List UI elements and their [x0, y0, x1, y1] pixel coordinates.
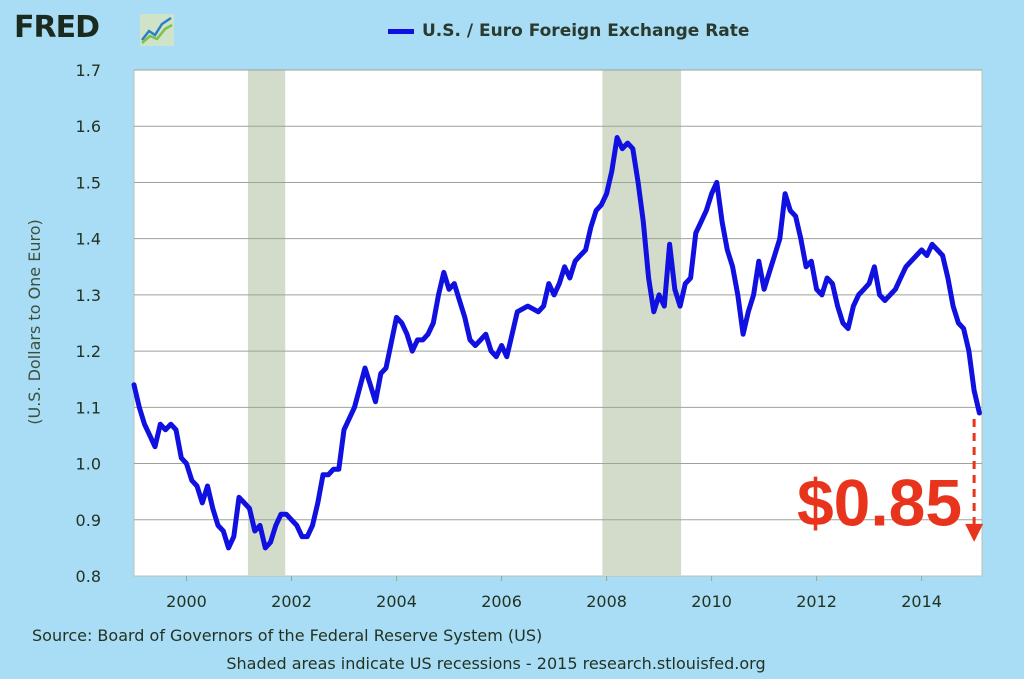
x-tick-label: 2000 [166, 592, 207, 611]
y-tick-label: 0.8 [76, 567, 101, 586]
legend-label: U.S. / Euro Foreign Exchange Rate [422, 21, 750, 41]
y-tick-label: 0.9 [76, 511, 101, 530]
source-note: Source: Board of Governors of the Federa… [32, 626, 543, 645]
y-tick-label: 1.3 [76, 286, 101, 305]
y-tick-label: 1.1 [76, 398, 101, 417]
y-tick-label: 1.7 [76, 61, 101, 80]
line-chart-icon [140, 14, 174, 46]
series-line [131, 135, 982, 551]
y-tick-label: 1.2 [76, 342, 101, 361]
x-tick-label: 2012 [796, 592, 837, 611]
recession-note: Shaded areas indicate US recessions - 20… [226, 654, 766, 673]
recession-band [247, 70, 286, 576]
x-tick-label: 2004 [376, 592, 417, 611]
x-tick-label: 2008 [586, 592, 627, 611]
y-axis-label: (U.S. Dollars to One Euro) [25, 219, 44, 425]
x-tick-label: 2002 [271, 592, 312, 611]
y-tick-label: 1.4 [76, 230, 101, 249]
x-tick-label: 2014 [901, 592, 942, 611]
chart-legend: U.S. / Euro Foreign Exchange Rate [388, 19, 749, 43]
legend-swatch [388, 28, 414, 34]
annotation-label: $0.85 [797, 465, 962, 539]
x-tick-label: 2010 [691, 592, 732, 611]
annotation-arrowhead [965, 523, 984, 542]
x-tick-label: 2006 [481, 592, 522, 611]
y-tick-label: 1.6 [76, 117, 101, 136]
y-tick-label: 1.0 [76, 455, 101, 474]
y-tick-label: 1.5 [76, 173, 101, 192]
fred-logo: FRED [14, 10, 100, 45]
